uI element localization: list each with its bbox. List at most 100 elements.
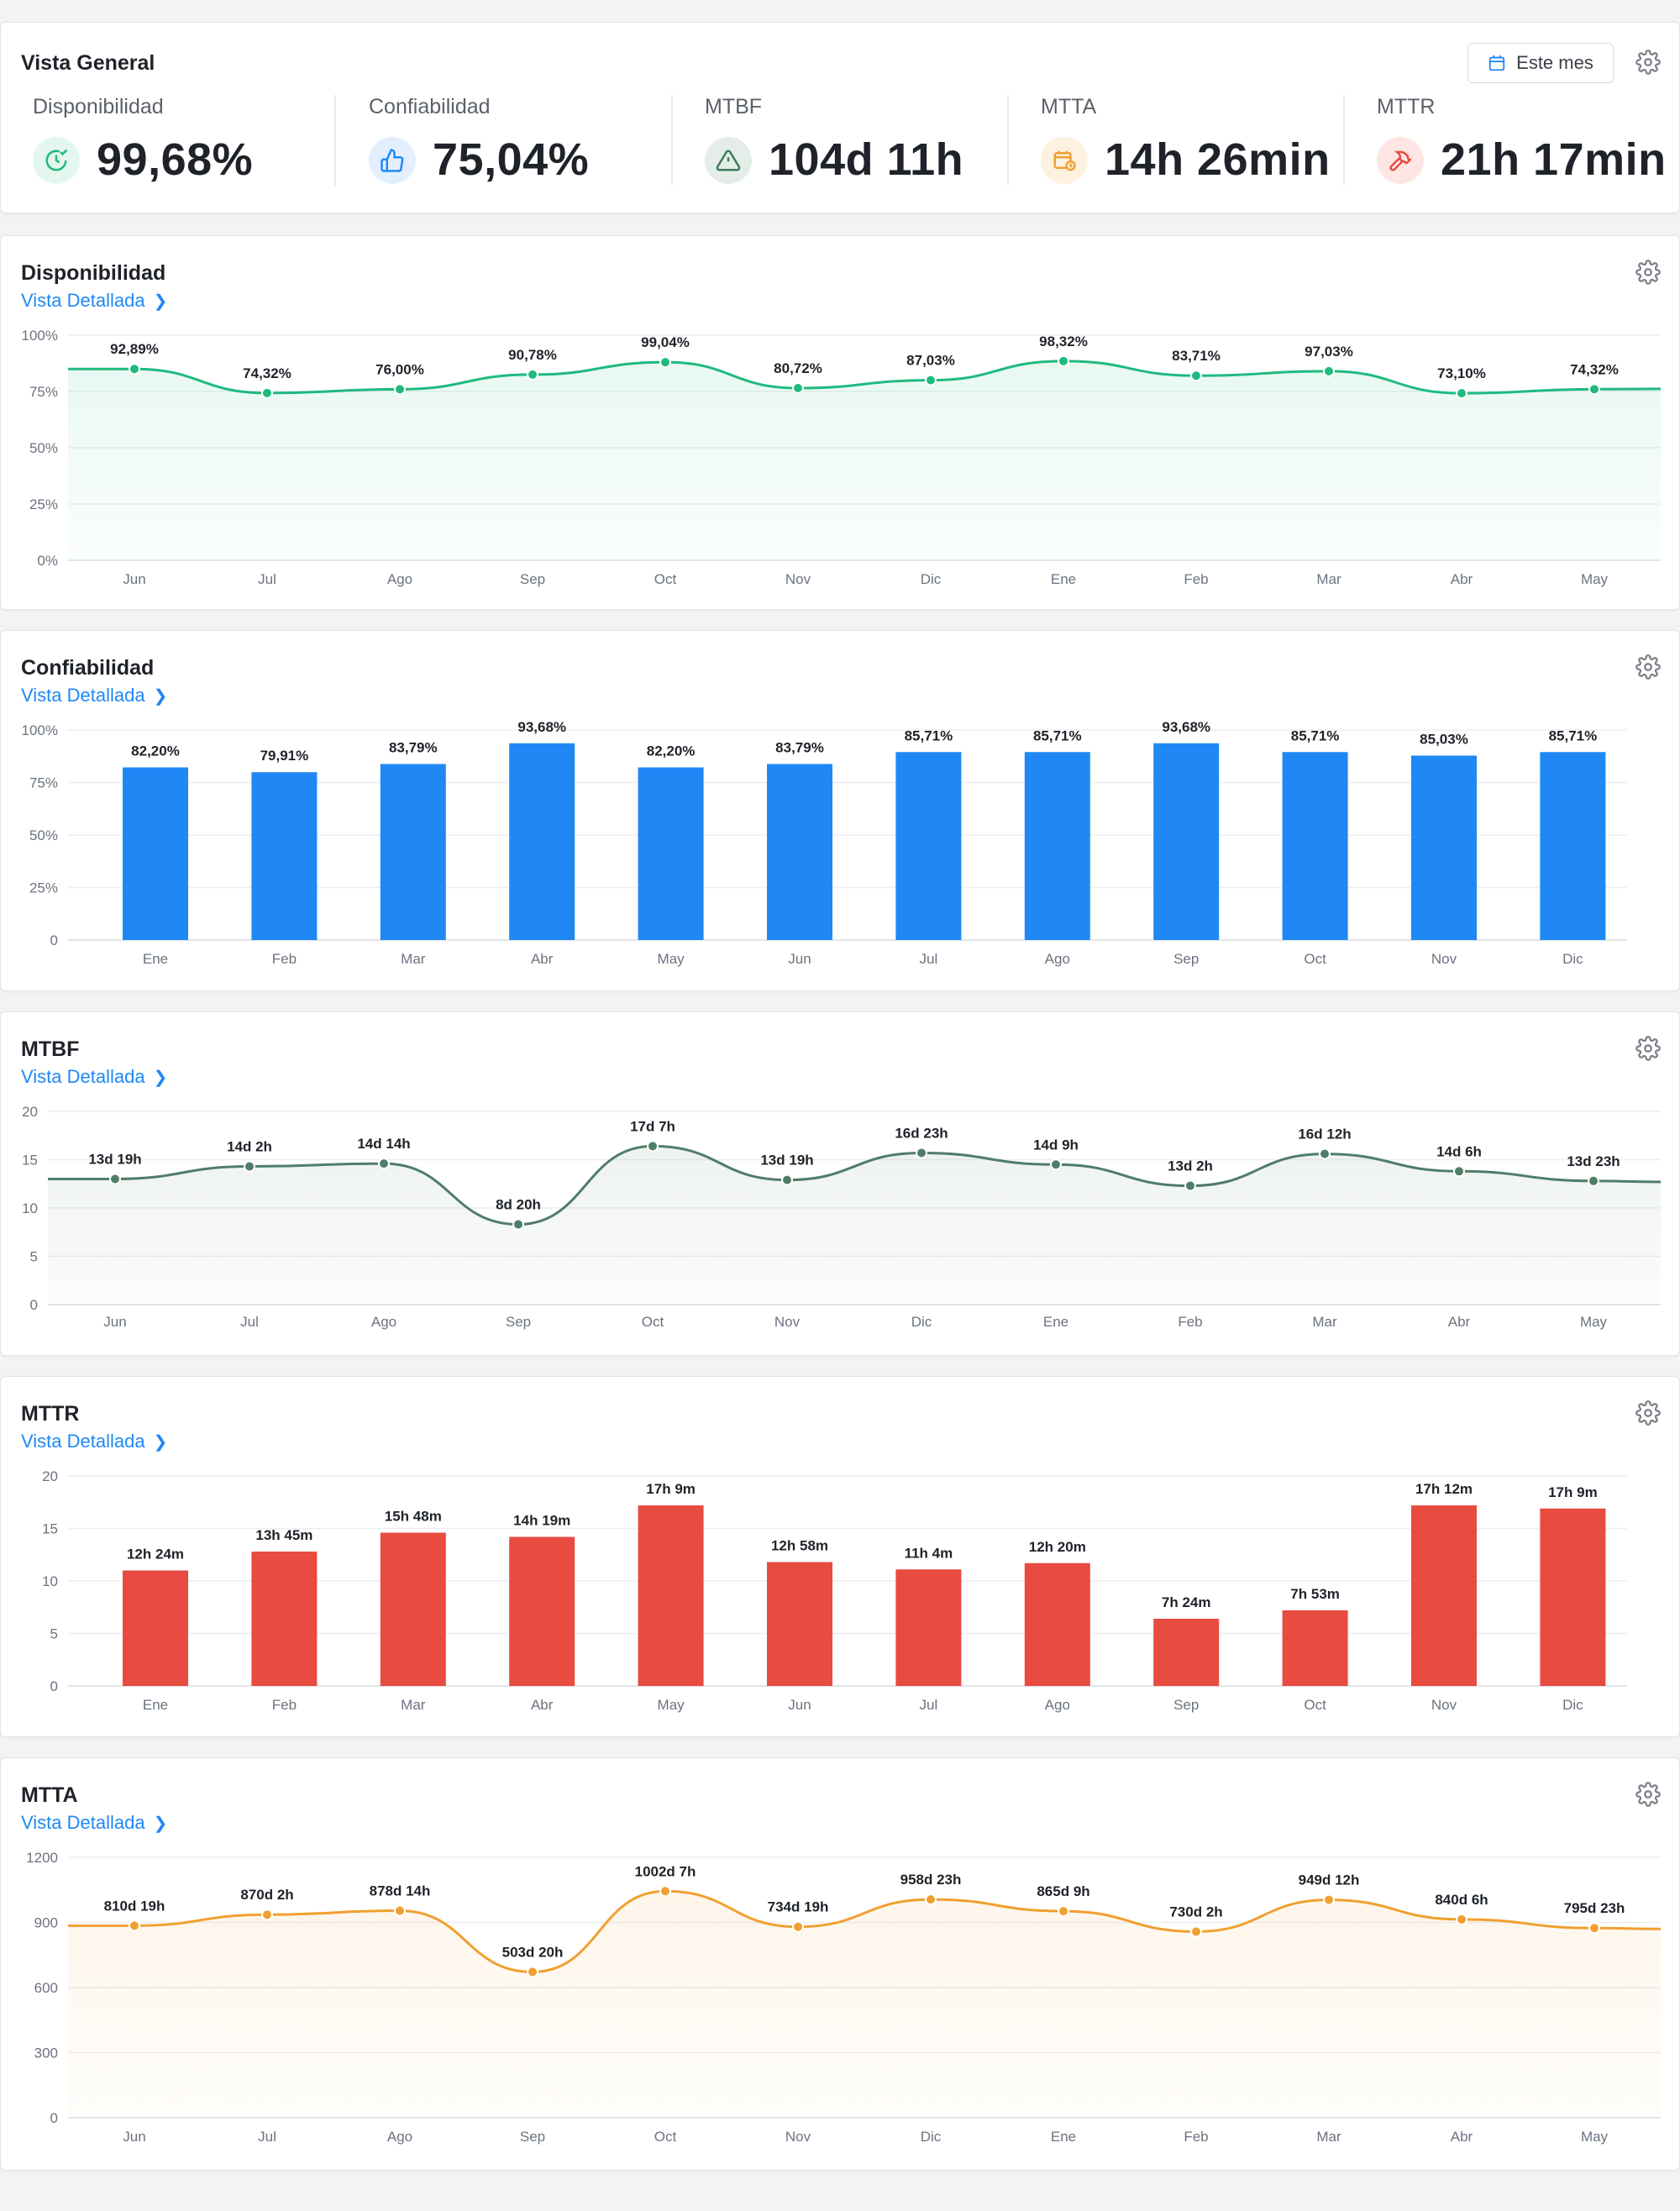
data-point bbox=[261, 1909, 273, 1921]
detail-link-label: Vista Detallada bbox=[21, 685, 145, 706]
x-tick-label: Ago bbox=[387, 571, 412, 587]
data-label: 949d 12h bbox=[1299, 1872, 1360, 1888]
bar bbox=[895, 752, 962, 940]
x-tick-label: Mar bbox=[401, 951, 426, 967]
data-point bbox=[378, 1158, 390, 1170]
x-tick-label: May bbox=[658, 1697, 685, 1713]
data-label: 17d 7h bbox=[630, 1118, 675, 1134]
bar bbox=[1153, 743, 1220, 940]
gear-icon bbox=[1635, 1782, 1661, 1807]
detail-link[interactable]: Vista Detallada ❯ bbox=[21, 1812, 167, 1834]
detail-link-label: Vista Detallada bbox=[21, 1066, 145, 1087]
bar bbox=[1024, 1562, 1090, 1686]
x-tick-label: Oct bbox=[642, 1314, 664, 1330]
x-tick-label: Mar bbox=[401, 1697, 426, 1713]
y-tick-label: 10 bbox=[42, 1573, 58, 1589]
data-point bbox=[1588, 1174, 1599, 1187]
data-point bbox=[129, 363, 140, 376]
data-label: 17h 12m bbox=[1415, 1481, 1473, 1497]
data-label: 82,20% bbox=[131, 743, 180, 759]
chart-settings-button[interactable] bbox=[1635, 654, 1661, 680]
detail-link[interactable]: Vista Detallada ❯ bbox=[21, 1066, 167, 1088]
kpi-label: MTBF bbox=[705, 95, 763, 118]
x-tick-label: Mar bbox=[1312, 1314, 1337, 1330]
x-tick-label: Jul bbox=[240, 1314, 259, 1330]
x-tick-label: Nov bbox=[774, 1314, 801, 1330]
bar bbox=[1282, 752, 1348, 940]
bar bbox=[1153, 1619, 1220, 1686]
period-select-button[interactable]: Este mes bbox=[1467, 43, 1614, 83]
data-point bbox=[1190, 370, 1202, 382]
y-tick-label: 0 bbox=[30, 1297, 38, 1313]
x-tick-label: Jun bbox=[123, 2129, 145, 2145]
kpi-icon-wrap bbox=[33, 137, 80, 184]
x-tick-label: Ene bbox=[143, 951, 168, 967]
x-tick-label: Oct bbox=[1304, 951, 1326, 967]
y-tick-label: 75% bbox=[29, 384, 58, 400]
bar bbox=[1540, 752, 1606, 940]
chart-settings-button[interactable] bbox=[1635, 1400, 1661, 1426]
x-tick-label: Nov bbox=[1431, 1697, 1457, 1713]
gear-icon bbox=[1635, 1036, 1661, 1061]
data-point bbox=[1588, 1922, 1600, 1935]
chart-settings-button[interactable] bbox=[1635, 260, 1661, 285]
detail-link[interactable]: Vista Detallada ❯ bbox=[21, 290, 167, 312]
x-tick-label: Sep bbox=[1173, 1697, 1199, 1713]
data-point bbox=[1050, 1158, 1062, 1171]
area-fill bbox=[48, 1146, 1661, 1305]
x-tick-label: Dic bbox=[921, 571, 942, 587]
kpi-label: MTTR bbox=[1377, 95, 1436, 118]
series-line bbox=[48, 1144, 1662, 1226]
y-tick-label: 100% bbox=[22, 328, 58, 344]
x-tick-label: Ene bbox=[1051, 571, 1076, 587]
overview-title: Vista General bbox=[21, 51, 155, 75]
x-tick-label: May bbox=[1581, 2129, 1609, 2145]
data-label: 85,71% bbox=[1033, 727, 1082, 743]
data-label: 15h 48m bbox=[385, 1509, 442, 1525]
data-label: 840d 6h bbox=[1435, 1892, 1488, 1908]
data-label: 74,32% bbox=[243, 365, 291, 381]
data-point bbox=[792, 1920, 804, 1933]
data-label: 80,72% bbox=[774, 360, 822, 376]
kpi-icon-wrap bbox=[705, 137, 752, 184]
y-tick-label: 900 bbox=[34, 1915, 58, 1931]
x-tick-label: Dic bbox=[921, 2129, 942, 2145]
y-tick-label: 0 bbox=[50, 1678, 58, 1694]
warning-triangle-icon bbox=[716, 150, 741, 171]
data-label: 83,79% bbox=[775, 740, 824, 756]
overview-settings-button[interactable] bbox=[1635, 50, 1661, 75]
kpi-icon-wrap bbox=[369, 137, 416, 184]
x-tick-label: Dic bbox=[1562, 1697, 1583, 1713]
data-point bbox=[1323, 365, 1335, 377]
data-label: 734d 19h bbox=[768, 1899, 829, 1915]
x-tick-label: Dic bbox=[911, 1314, 932, 1330]
area-fill bbox=[68, 360, 1661, 560]
x-tick-label: Oct bbox=[1304, 1697, 1326, 1713]
x-tick-label: Abr bbox=[531, 951, 554, 967]
y-tick-label: 15 bbox=[42, 1521, 58, 1537]
kpi-confiabilidad: Confiabilidad 75,04% bbox=[357, 95, 668, 187]
x-tick-label: Mar bbox=[1316, 571, 1341, 587]
detail-link[interactable]: Vista Detallada ❯ bbox=[21, 685, 167, 706]
x-tick-label: Sep bbox=[1173, 951, 1199, 967]
detail-link[interactable]: Vista Detallada ❯ bbox=[21, 1431, 167, 1452]
x-tick-label: Mar bbox=[1316, 2129, 1341, 2145]
bar bbox=[638, 1505, 704, 1686]
chevron-right-icon: ❯ bbox=[153, 687, 168, 706]
chart-settings-button[interactable] bbox=[1635, 1782, 1661, 1807]
x-tick-label: May bbox=[1581, 571, 1609, 587]
x-tick-label: Sep bbox=[506, 1314, 531, 1330]
gear-icon bbox=[1635, 1400, 1661, 1426]
data-label: 93,68% bbox=[517, 719, 566, 735]
y-tick-label: 50% bbox=[29, 827, 58, 843]
data-point bbox=[925, 374, 937, 386]
x-tick-label: Ago bbox=[1045, 951, 1070, 967]
chevron-right-icon: ❯ bbox=[153, 1069, 168, 1087]
bar bbox=[380, 764, 446, 940]
y-tick-label: 20 bbox=[22, 1104, 38, 1120]
chart-settings-button[interactable] bbox=[1635, 1036, 1661, 1061]
data-point bbox=[1456, 1913, 1467, 1925]
data-label: 14d 6h bbox=[1436, 1143, 1482, 1159]
series-line bbox=[68, 1889, 1662, 1973]
y-tick-label: 15 bbox=[22, 1153, 38, 1169]
